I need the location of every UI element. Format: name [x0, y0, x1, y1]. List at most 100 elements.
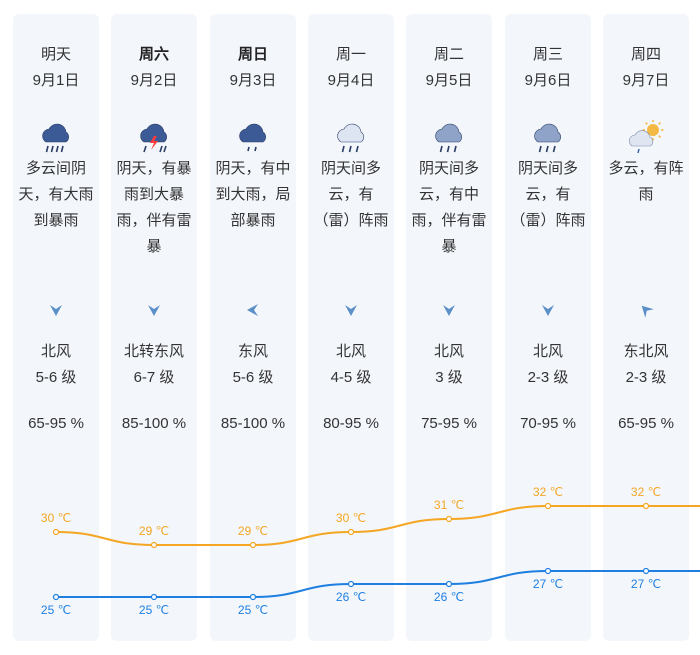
weather-description-line: 多云，有阵 [608, 160, 684, 177]
weather-description: 阴天，有暴 雨到大暴 雨，伴有雷暴 [111, 156, 197, 260]
weather-description-line: 雨 [638, 186, 654, 203]
weather-description-line: 多云间阴 [25, 160, 86, 177]
forecast-day-column: 周三 9月6日 阴天间多 云，有 （雷）阵雨 北风 2-3 级 70-95 % [505, 14, 591, 641]
weather-description-line: 阴天间多 [320, 160, 381, 177]
day-name: 周一 [335, 46, 366, 63]
high-temperature-label: 30 ℃ [336, 511, 366, 525]
wind-level: 5-6 级 [232, 369, 274, 386]
low-temperature-point [52, 593, 60, 601]
wind-level: 2-3 级 [625, 369, 667, 386]
wind-direction: 北风 [40, 343, 71, 360]
high-temperature-label: 29 ℃ [139, 524, 169, 538]
low-temperature-line [55, 569, 700, 599]
wind-direction: 东北风 [623, 343, 669, 360]
weather-description: 阴天间多云，有 （雷）阵雨 [505, 156, 591, 234]
high-temperature-point [445, 515, 453, 523]
weather-description-line: 云，有 [328, 186, 374, 203]
wind-level: 2-3 级 [527, 369, 569, 386]
high-temperature-point [52, 528, 60, 536]
humidity: 85-100 % [121, 415, 187, 432]
day-date: 9月1日 [32, 72, 80, 89]
day-name: 明天 [40, 46, 71, 63]
low-temperature-label: 25 ℃ [41, 603, 71, 617]
weather-description-line: 阴天间多 [517, 160, 578, 177]
high-temperature-point [347, 528, 355, 536]
low-temperature-label: 27 ℃ [631, 577, 661, 591]
weather-description-line: 部暴雨 [230, 212, 276, 229]
low-temperature-label: 26 ℃ [336, 590, 366, 604]
wind-direction-arrow-icon [148, 305, 160, 316]
weather-description: 阴天间多云，有 （雷）阵雨 [308, 156, 394, 234]
wind-direction-arrow-icon [247, 304, 258, 316]
weather-description-line: 天，有大雨 [18, 186, 94, 203]
low-temperature-point [544, 567, 552, 575]
wind-direction-arrow-icon [542, 305, 554, 316]
heavy-rain-icon [42, 123, 69, 153]
day-name: 周四 [630, 46, 661, 63]
weather-description-line: 阴天间多 [418, 160, 479, 177]
low-temperature-point [642, 567, 650, 575]
forecast-day-column: 周六 9月2日 阴天，有暴 雨到大暴 雨，伴有雷暴北转东风 6-7 级 85-100 % [111, 14, 197, 641]
weather-description-line: 暴 [441, 238, 457, 255]
day-date: 9月3日 [229, 72, 277, 89]
low-temperature-point [249, 593, 257, 601]
high-temperature-point [249, 541, 257, 549]
day-date: 9月2日 [130, 72, 178, 89]
humidity: 75-95 % [421, 415, 477, 432]
day-date: 9月5日 [425, 72, 473, 89]
humidity: 80-95 % [323, 415, 379, 432]
weather-description-line: 云，有 [525, 186, 571, 203]
high-temperature-label: 32 ℃ [631, 485, 661, 499]
weather-description-line: 到大雨，局 [215, 186, 291, 203]
wind-direction: 东风 [237, 343, 268, 360]
wind-direction: 北风 [433, 343, 464, 360]
shower-icon [337, 123, 364, 153]
low-temperature-point [150, 593, 158, 601]
wind-direction: 北转东风 [123, 343, 184, 360]
day-name: 周二 [433, 46, 464, 63]
high-temperature-point [544, 502, 552, 510]
weather-description-line: 暴 [146, 238, 162, 255]
high-temperature-label: 30 ℃ [41, 511, 71, 525]
forecast-day-column: 周四 9月7日 多云，有阵雨东北风 2-3 级 65-95 % [603, 14, 689, 641]
weather-description-line: 阴天，有中 [215, 160, 291, 177]
low-temperature-point [445, 580, 453, 588]
moderate-rain-icon [239, 123, 266, 152]
wind-direction-arrow-icon [443, 305, 455, 316]
high-temperature-point [642, 502, 650, 510]
low-temperature-point [347, 580, 355, 588]
high-temperature-label: 29 ℃ [238, 524, 268, 538]
low-temperature-label: 26 ℃ [434, 590, 464, 604]
weather-description-line: 阴天，有暴 [116, 160, 192, 177]
weather-description-line: 雨，伴有雷 [411, 212, 487, 229]
weather-description-line: （雷）阵雨 [510, 212, 586, 229]
day-date: 9月6日 [524, 72, 572, 89]
low-temperature-label: 25 ℃ [139, 603, 169, 617]
weather-description: 多云间阴天，有大雨到暴雨 [13, 156, 99, 234]
weather-description-line: 到暴雨 [33, 212, 79, 229]
wind-direction-arrow-icon [50, 305, 62, 316]
high-temperature-point [150, 541, 158, 549]
forecast-day-column: 周一 9月4日 阴天间多 云，有 （雷）阵雨 北风 4-5 级 80-95 % [308, 14, 394, 641]
wind-direction: 北风 [335, 343, 366, 360]
rain-icon [534, 123, 561, 153]
low-temperature-label: 27 ℃ [533, 577, 563, 591]
high-temperature-label: 32 ℃ [533, 485, 563, 499]
low-temperature-label: 25 ℃ [238, 603, 268, 617]
weather-description: 阴天，有中到大雨，局部暴雨 [210, 156, 296, 234]
wind-direction-arrow-icon [345, 305, 357, 316]
wind-direction: 北风 [532, 343, 563, 360]
humidity: 85-100 % [220, 415, 286, 432]
weather-description-line: 雨到大暴 [123, 186, 184, 203]
weather-description: 阴天间多 云，有中 雨，伴有雷暴 [406, 156, 492, 260]
forecast-day-column: 周日 9月3日阴天，有中到大雨，局部暴雨东风 5-6 级 85-100 % [210, 14, 296, 641]
day-name: 周日 [237, 46, 268, 63]
forecast-day-column: 周二 9月5日 阴天间多 云，有中 雨，伴有雷暴北风 3 级 75-95 % [406, 14, 492, 641]
weather-description-line: （雷）阵雨 [313, 212, 389, 229]
weather-description: 多云，有阵雨 [603, 156, 689, 208]
wind-level: 5-6 级 [35, 369, 77, 386]
day-date: 9月4日 [327, 72, 375, 89]
sun-shower-icon [629, 120, 664, 154]
wind-level: 3 级 [435, 369, 463, 386]
